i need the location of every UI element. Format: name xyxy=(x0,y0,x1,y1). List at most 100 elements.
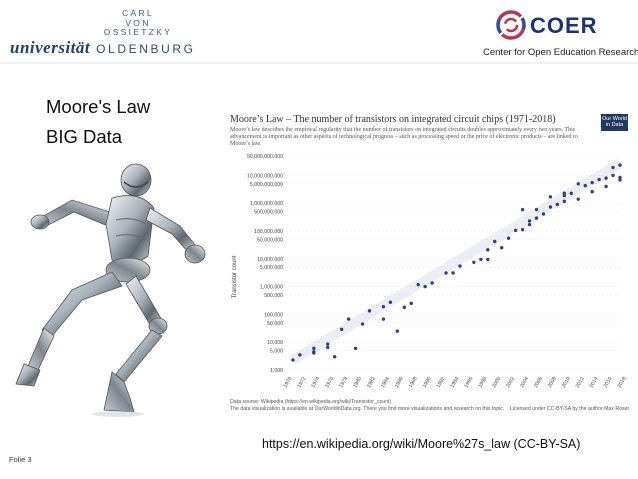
university-logo-line-2: VON xyxy=(125,17,151,28)
chart-y-tick-label: 5,000 xyxy=(270,349,283,355)
chart-x-tick-label: 2016 xyxy=(603,376,614,389)
chart-point xyxy=(402,305,406,310)
bullet-big-data: BIG Data xyxy=(46,126,123,147)
university-logo: universität OLDENBURG xyxy=(10,38,196,58)
chart-point xyxy=(569,191,573,196)
chart-x-tick-label: 2006 xyxy=(533,376,544,389)
chart-y-tick-label: 5,000,000,000 xyxy=(250,182,283,188)
chart-x-tick-label: 2010 xyxy=(561,376,572,389)
chart-point xyxy=(548,195,553,199)
our-world-in-data-badge: Our World in Data xyxy=(601,114,628,131)
slide-number: Folie 3 xyxy=(9,455,32,464)
chart-point xyxy=(326,342,330,346)
chart-point xyxy=(562,193,567,198)
chart-point xyxy=(520,207,525,212)
chart-x-tick-label: 1974 xyxy=(310,376,321,389)
chart-x-tick-label: 2018 xyxy=(617,376,628,389)
chart-point xyxy=(367,309,372,313)
chart-point xyxy=(534,207,539,212)
chart-point xyxy=(604,176,608,180)
chart-y-tick-label: 50,000,000,000 xyxy=(247,154,283,160)
chart-point xyxy=(583,183,587,188)
source-link[interactable]: https://en.wikipedia.org/wiki/Moore%27s_… xyxy=(262,437,581,451)
chart-y-tick-label: 500,000 xyxy=(264,293,283,299)
chart-y-tick-label: 50,000,000 xyxy=(257,237,283,243)
chart-point xyxy=(360,322,365,326)
chart-x-tick-label: 1998 xyxy=(477,376,488,389)
chart-point xyxy=(534,216,539,220)
chart-y-tick-label: 100,000 xyxy=(264,312,283,318)
university-logo-line-3: OSSIETZKY xyxy=(103,27,173,37)
university-logo-word: universität xyxy=(10,38,91,57)
chart-y-tick-label: 1,000 xyxy=(270,368,283,374)
chart-point xyxy=(451,271,455,275)
chart-point xyxy=(388,300,393,304)
chart-x-tick-label: 2000 xyxy=(491,376,502,389)
chart-point xyxy=(472,260,476,264)
chart-point xyxy=(353,346,358,351)
chart-x-tick-label: 2008 xyxy=(547,376,558,389)
chart-x-tick-label: 1996 xyxy=(463,376,474,389)
chart-x-tick-label: 1976 xyxy=(324,376,335,389)
chart-y-tick-label: 100,000,000 xyxy=(254,229,283,235)
chart-point xyxy=(423,284,427,289)
chart-y-tick-label: 500,000,000 xyxy=(254,210,283,216)
moores-law-chart: 50,000,000,000 10,000,000,000 5,000,000,00… xyxy=(232,154,628,389)
chart-description: Moore’s law describes the empirical regu… xyxy=(230,127,578,148)
chart-point xyxy=(458,264,462,268)
university-logo-line-1: CARL xyxy=(122,8,154,18)
chart-point xyxy=(555,202,560,207)
chart-x-tick-label: 1994 xyxy=(450,376,461,389)
chart-x-tick-label: 1990 xyxy=(422,376,433,389)
chart-point xyxy=(409,301,413,306)
badge-line-1: Our World xyxy=(602,116,627,122)
chart-x-tick-label: 1972 xyxy=(296,376,307,389)
chart-point xyxy=(520,227,525,232)
chart-y-tick-label: 1,000,000 xyxy=(260,285,283,291)
chart-point xyxy=(506,236,511,240)
chart-point xyxy=(527,219,532,223)
chart-point xyxy=(576,197,580,201)
chart-x-tick-label: 1982 xyxy=(366,376,377,389)
chart-x-tick-label: 1992 xyxy=(436,376,447,389)
chart-x-tick-label: 1980 xyxy=(352,376,363,389)
chart-point xyxy=(298,353,302,357)
chart-footer-license: Licensed under CC-BY-SA by the author Ma… xyxy=(510,406,631,412)
chart-y-tick-label: 5,000,000 xyxy=(260,265,283,271)
running-robot-illustration xyxy=(15,163,206,417)
chart-point xyxy=(604,184,608,189)
coer-logo-subtitle: Center for Open Education Research xyxy=(483,47,638,58)
chart-point xyxy=(381,317,386,321)
chart-point xyxy=(339,327,344,332)
chart-footer-source: Data source: Wikipedia (https://en.wikip… xyxy=(230,399,392,405)
chart-y-ticks: 50,000,000,000 10,000,000,000 5,000,000,00… xyxy=(247,154,283,374)
chart-point xyxy=(493,239,497,244)
chart-point xyxy=(527,222,532,227)
chart-point xyxy=(597,177,601,182)
chart-point xyxy=(346,317,351,321)
chart-point xyxy=(291,358,295,362)
coer-logo-icon xyxy=(496,10,526,40)
chart-point xyxy=(416,282,420,287)
coer-logo-brand: COER xyxy=(530,13,598,38)
bullet-moores-law: Moore's Law xyxy=(46,96,151,117)
chart-point xyxy=(444,271,448,275)
chart-footer-note: The data visualization is available at O… xyxy=(230,406,505,412)
chart-x-tick-label: 1970 xyxy=(283,376,294,389)
chart-title: Moore’s Law – The number of transistors … xyxy=(230,114,556,125)
chart-y-tick-label: 1,000,000,000 xyxy=(250,201,283,207)
chart-x-tick-label: 1988 xyxy=(408,376,419,389)
chart-x-tick-label: 2012 xyxy=(575,376,586,389)
chart-point xyxy=(513,228,518,233)
chart-point xyxy=(486,248,490,252)
chart-point xyxy=(618,163,622,167)
chart-y-tick-label: 10,000,000,000 xyxy=(247,173,283,179)
chart-point xyxy=(576,182,580,186)
chart-point xyxy=(611,165,615,170)
chart-point xyxy=(548,205,553,209)
chart-point xyxy=(541,212,546,216)
chart-point xyxy=(326,345,330,350)
chart-point xyxy=(611,173,615,178)
chart-y-axis-label: Transistor count xyxy=(232,255,238,298)
chart-point xyxy=(618,178,622,182)
